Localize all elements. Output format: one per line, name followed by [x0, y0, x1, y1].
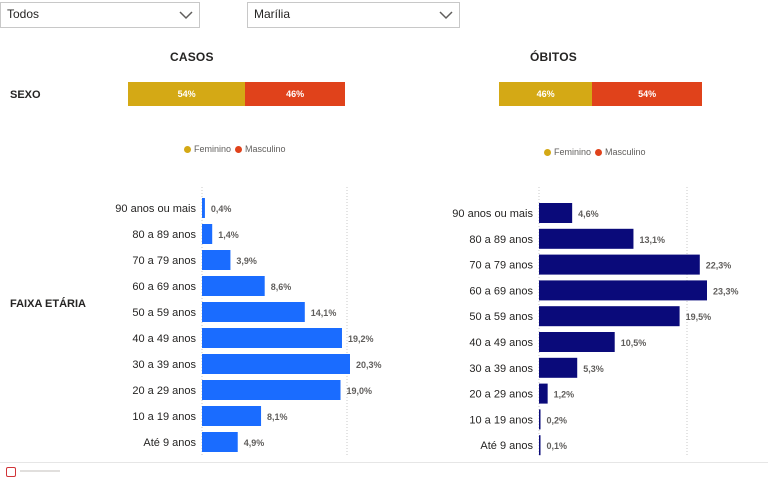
filter-dropdown-left[interactable]: Todos: [0, 2, 200, 28]
category-label: 70 a 79 anos: [469, 260, 533, 272]
data-label: 1,4%: [218, 230, 239, 240]
bar[interactable]: [202, 302, 305, 322]
category-label: 60 a 69 anos: [469, 285, 533, 297]
casos-masculino-segment[interactable]: 46%: [245, 82, 345, 106]
feminino-legend-dot: [184, 145, 191, 153]
masculino-legend-dot: [595, 148, 603, 156]
data-label: 3,9%: [236, 256, 257, 266]
bar[interactable]: [202, 406, 262, 426]
data-label: 4,6%: [578, 209, 599, 219]
bar[interactable]: [202, 250, 231, 270]
masculino-legend-dot: [235, 145, 243, 153]
feminino-legend-dot: [544, 148, 551, 156]
obitos-feminino-label: 46%: [536, 89, 555, 99]
casos-masculino-label: 46%: [286, 89, 305, 99]
bar[interactable]: [202, 276, 265, 296]
casos-feminino-label: 54%: [177, 89, 196, 99]
casos-sexo-stacked-bar: 54% 46%: [128, 82, 345, 106]
obitos-feminino-segment[interactable]: 46%: [499, 82, 593, 106]
bar[interactable]: [539, 435, 541, 456]
data-label: 23,3%: [713, 286, 739, 296]
bar[interactable]: [539, 357, 578, 378]
category-label: 20 a 29 anos: [132, 385, 196, 397]
data-label: 4,9%: [244, 438, 265, 448]
filter-dropdown-right[interactable]: Marília: [247, 2, 460, 28]
data-label: 8,6%: [271, 282, 292, 292]
filter-dropdown-left-value: Todos: [7, 7, 40, 21]
category-label: 90 anos ou mais: [452, 208, 533, 220]
legend-masculino-label: Masculino: [605, 147, 646, 157]
obitos-faixa-etaria-chart: 90 anos ou mais 4,6% 80 a 89 anos 13,1% 70 a…: [452, 187, 739, 456]
chevron-down-icon: [179, 11, 193, 20]
bar[interactable]: [539, 228, 634, 249]
category-label: 80 a 89 anos: [132, 229, 196, 241]
legend-feminino-label: Feminino: [554, 147, 592, 157]
chevron-down-icon: [439, 11, 453, 20]
obitos-legend: Feminino Masculino: [540, 147, 646, 157]
category-label: 50 a 59 anos: [469, 311, 533, 323]
filter-dropdown-right-value: Marília: [254, 7, 291, 21]
obitos-sexo-stacked-bar: 46% 54%: [499, 82, 702, 106]
category-label: 60 a 69 anos: [132, 281, 196, 293]
data-label: 19,0%: [347, 386, 373, 396]
footer-bar: [0, 462, 768, 477]
data-label: 0,2%: [547, 415, 568, 425]
bar[interactable]: [202, 354, 350, 374]
bar[interactable]: [202, 328, 342, 348]
bar[interactable]: [539, 254, 700, 275]
casos-faixa-etaria-chart: 90 anos ou mais 0,4% 80 a 89 anos 1,4% 70 a …: [115, 187, 382, 455]
bar[interactable]: [202, 432, 238, 452]
footer-line: [20, 470, 60, 472]
bar[interactable]: [539, 280, 707, 301]
casos-feminino-segment[interactable]: 54%: [128, 82, 246, 106]
category-label: Até 9 anos: [143, 437, 196, 449]
data-label: 19,5%: [686, 312, 712, 322]
casos-header: CASOS: [170, 50, 214, 64]
category-label: 10 a 19 anos: [469, 414, 533, 426]
category-label: 40 a 49 anos: [132, 333, 196, 345]
bar[interactable]: [539, 409, 541, 430]
bar[interactable]: [539, 203, 573, 223]
category-label: 10 a 19 anos: [132, 411, 196, 423]
category-label: 20 a 29 anos: [469, 389, 533, 401]
data-label: 5,3%: [583, 364, 604, 374]
category-label: 30 a 39 anos: [132, 359, 196, 371]
data-label: 1,2%: [554, 390, 575, 400]
data-label: 8,1%: [267, 412, 288, 422]
bar[interactable]: [539, 332, 615, 352]
data-label: 0,4%: [211, 204, 232, 214]
obitos-masculino-segment[interactable]: 54%: [592, 82, 702, 106]
bar[interactable]: [202, 198, 205, 218]
data-label: 22,3%: [706, 261, 732, 271]
obitos-masculino-label: 54%: [638, 89, 657, 99]
bar[interactable]: [202, 224, 213, 244]
category-label: Até 9 anos: [480, 440, 533, 452]
obitos-header: ÓBITOS: [530, 50, 577, 64]
bar[interactable]: [202, 380, 341, 400]
legend-feminino-label: Feminino: [194, 144, 232, 154]
legend-masculino-label: Masculino: [245, 144, 286, 154]
category-label: 50 a 59 anos: [132, 307, 196, 319]
data-label: 19,2%: [348, 334, 374, 344]
category-label: 70 a 79 anos: [132, 255, 196, 267]
data-label: 13,1%: [639, 235, 665, 245]
faixa-etaria-label: FAIXA ETÁRIA: [10, 298, 86, 310]
data-label: 20,3%: [356, 360, 382, 370]
category-label: 30 a 39 anos: [469, 363, 533, 375]
sexo-label: SEXO: [10, 89, 41, 101]
category-label: 90 anos ou mais: [115, 203, 196, 215]
category-label: 40 a 49 anos: [469, 337, 533, 349]
data-label: 10,5%: [621, 338, 647, 348]
casos-legend: Feminino Masculino: [180, 144, 286, 154]
data-label: 14,1%: [311, 308, 337, 318]
bar[interactable]: [539, 306, 680, 327]
bar[interactable]: [539, 383, 548, 404]
data-label: 0,1%: [547, 441, 568, 451]
category-label: 80 a 89 anos: [469, 234, 533, 246]
